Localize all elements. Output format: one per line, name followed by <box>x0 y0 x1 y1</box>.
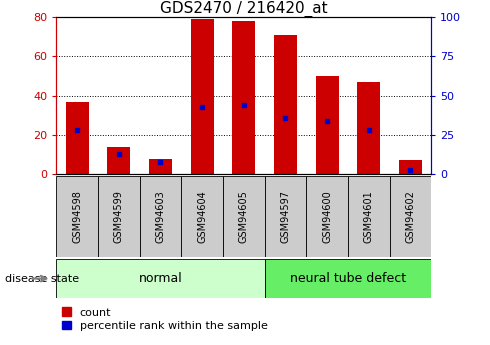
Bar <box>390 176 431 257</box>
Bar <box>191 19 214 174</box>
Bar <box>232 21 255 174</box>
Bar <box>348 176 390 257</box>
Bar <box>181 176 223 257</box>
Text: GSM94600: GSM94600 <box>322 190 332 243</box>
Text: GSM94605: GSM94605 <box>239 190 249 243</box>
Text: GSM94598: GSM94598 <box>72 190 82 243</box>
Text: neural tube defect: neural tube defect <box>290 272 406 285</box>
Text: disease state: disease state <box>5 274 79 284</box>
Text: GSM94601: GSM94601 <box>364 190 374 243</box>
Bar <box>357 82 380 174</box>
Bar <box>140 176 181 257</box>
Bar <box>56 259 265 298</box>
Bar <box>223 176 265 257</box>
Bar <box>98 176 140 257</box>
Bar <box>306 176 348 257</box>
Legend: count, percentile rank within the sample: count, percentile rank within the sample <box>62 307 268 331</box>
Text: GSM94602: GSM94602 <box>405 190 416 243</box>
Bar <box>316 76 339 174</box>
Bar <box>265 259 431 298</box>
Text: GSM94603: GSM94603 <box>155 190 166 243</box>
Bar <box>56 176 98 257</box>
Bar <box>399 160 422 174</box>
Bar <box>66 102 89 174</box>
Text: GSM94599: GSM94599 <box>114 190 124 243</box>
Text: GSM94597: GSM94597 <box>280 190 291 243</box>
Bar <box>274 35 297 174</box>
Title: GDS2470 / 216420_at: GDS2470 / 216420_at <box>160 1 328 17</box>
Bar <box>149 159 172 174</box>
Text: GSM94604: GSM94604 <box>197 190 207 243</box>
Bar <box>107 147 130 174</box>
Bar <box>265 176 306 257</box>
Text: normal: normal <box>139 272 182 285</box>
